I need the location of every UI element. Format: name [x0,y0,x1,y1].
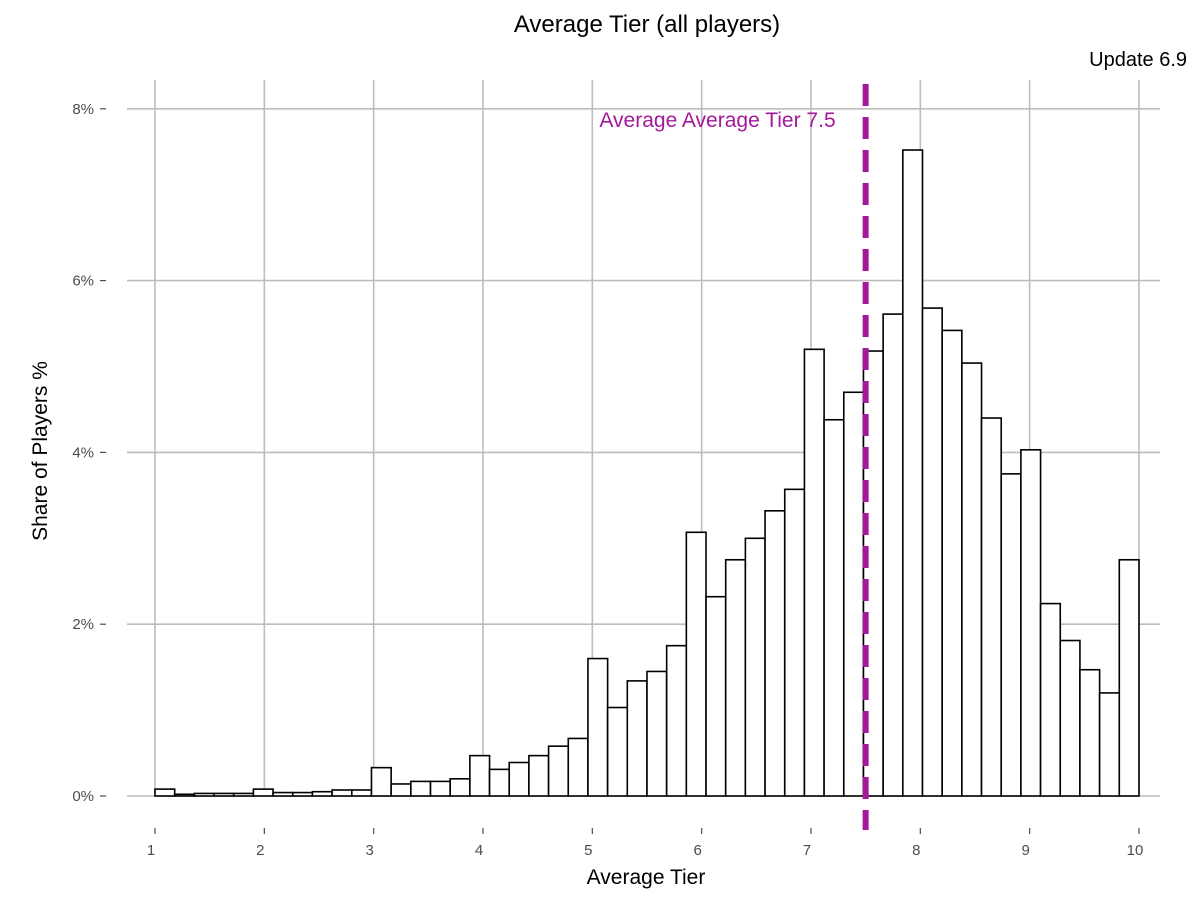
histogram-bar [587,657,609,797]
histogram-bar [882,313,904,797]
histogram-bar [232,792,255,797]
histogram-bar [1039,602,1062,797]
histogram-bar [429,780,451,797]
histogram-bar [291,791,314,797]
histogram-bar [744,537,766,797]
histogram-bar [252,788,274,797]
histogram-bar [1000,473,1022,797]
y-tick-label: 4% [72,444,94,461]
axis-ticks: 0% 2% 4% 6% 8% 1 2 3 4 5 6 7 8 9 10 [72,101,1143,859]
y-tick-label: 0% [72,788,94,805]
histogram-bar [764,510,786,797]
histogram-bar [410,780,432,797]
x-tick-label: 2 [256,842,264,859]
y-tick-label: 2% [72,616,94,633]
histogram-bar [1059,639,1081,797]
histogram-bar [508,761,530,797]
histogram-bar [488,768,511,797]
histogram-bar [1020,449,1042,797]
histogram-bar [626,680,648,797]
histogram-bar [213,792,235,797]
x-tick-label: 1 [147,842,155,859]
histogram-bar [390,783,412,797]
histogram-bar [724,558,747,797]
histogram-bar [980,417,1003,797]
histogram-bar [823,418,845,797]
histogram-bars [154,149,1140,797]
x-tick-label: 6 [693,842,701,859]
histogram-bar [547,745,570,797]
histogram-bar [1079,668,1101,797]
histogram-bar [154,788,176,797]
histogram-bar [272,791,294,797]
y-tick-label: 8% [72,101,94,118]
x-tick-label: 9 [1021,842,1029,859]
histogram-bar [705,595,727,797]
x-tick-label: 10 [1127,842,1144,859]
histogram-bar [528,754,550,797]
histogram-bar [311,790,333,797]
x-axis-title: Average Tier [587,866,706,889]
reference-line-label: Average Average Tier 7.5 [599,109,835,132]
histogram-bar [646,670,668,797]
x-tick-label: 4 [475,842,483,859]
chart-subtitle: Update 6.9 [1089,49,1187,71]
histogram-bar [173,793,196,797]
histogram-bar [961,362,983,797]
x-tick-label: 7 [803,842,811,859]
histogram-bar [469,754,491,797]
histogram-bar [803,348,825,797]
histogram-bar [606,706,629,797]
histogram-bar [665,644,688,797]
histogram-bar [193,792,215,797]
reference-line-group: Average Average Tier 7.5 [599,84,869,830]
histogram-bar [350,789,373,797]
histogram-bar [1098,692,1121,797]
histogram-bar [1118,558,1140,797]
histogram-bar [783,488,806,797]
histogram-bar [331,789,353,797]
histogram-bar [685,531,707,797]
histogram-bar [902,149,924,797]
histogram-bar [449,778,471,797]
x-tick-label: 5 [584,842,592,859]
histogram-bar [567,737,589,797]
y-tick-label: 6% [72,273,94,290]
x-tick-label: 8 [912,842,920,859]
chart-title: Average Tier (all players) [514,11,780,38]
histogram-bar [842,391,865,797]
histogram-bar [370,766,392,797]
histogram-bar [941,329,963,797]
histogram-bar [921,307,943,797]
y-axis-title: Share of Players % [29,361,52,541]
x-tick-label: 3 [365,842,373,859]
